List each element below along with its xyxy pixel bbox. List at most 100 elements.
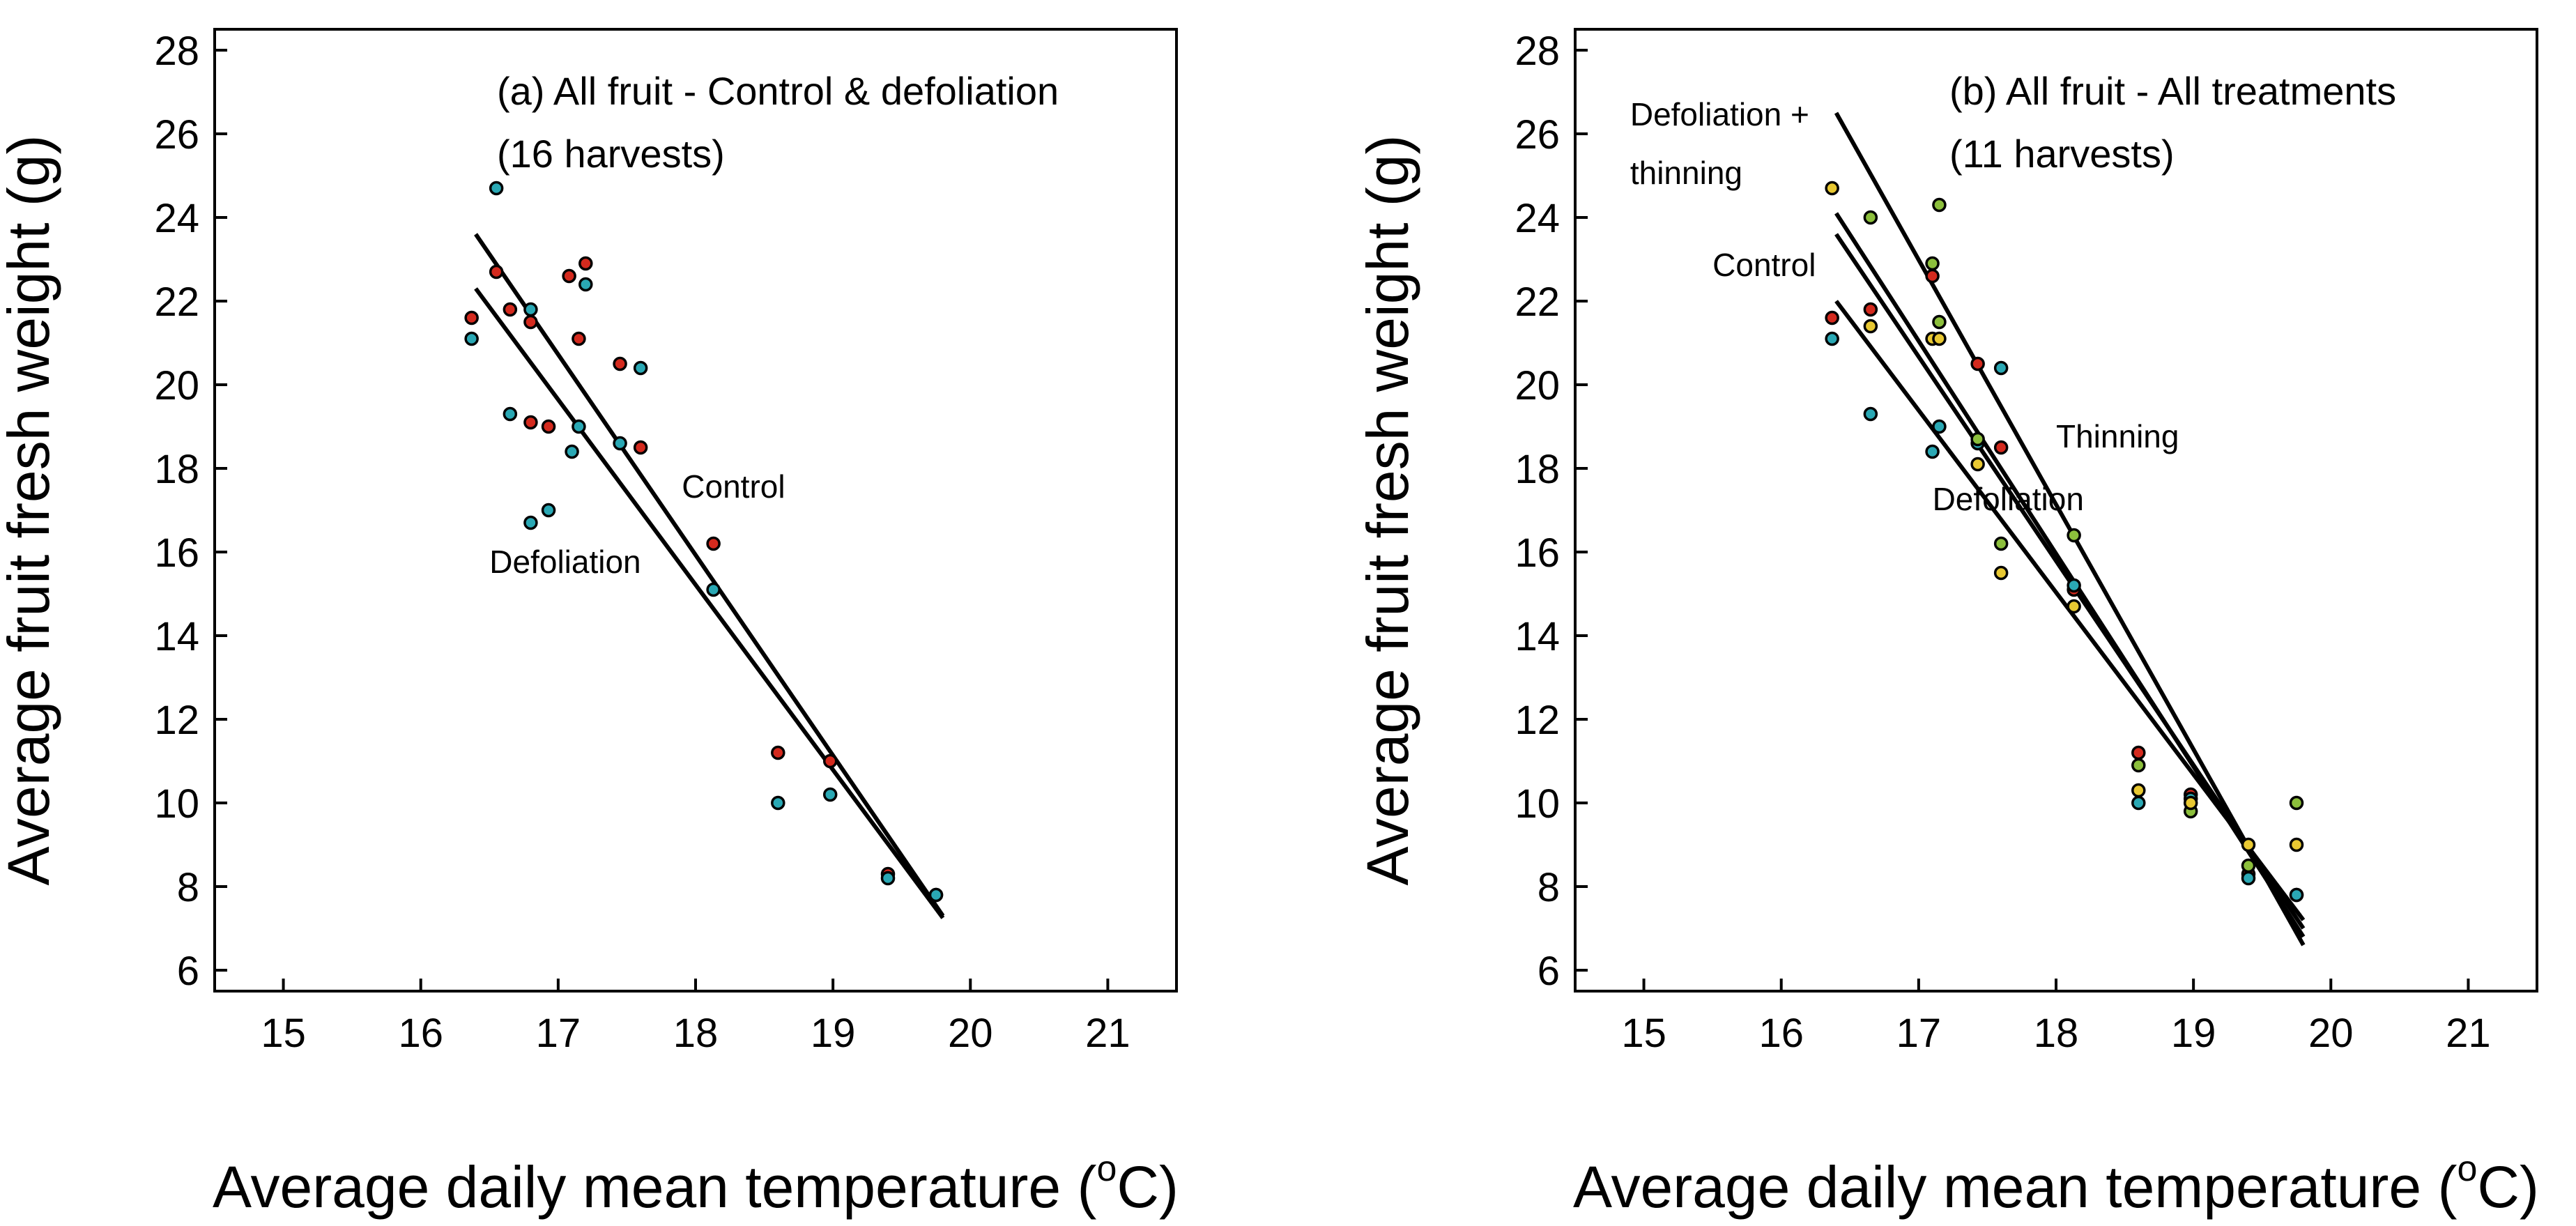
chart-title: (a) All fruit - Control & defoliation: [497, 69, 1059, 113]
data-point: [1863, 319, 1878, 334]
y-tick-label: 28: [154, 29, 199, 74]
x-tick-label: 18: [673, 1011, 719, 1056]
y-tick-label: 6: [1538, 949, 1560, 994]
annotation-label: thinning: [1630, 155, 1742, 191]
fit-line-defoliation: [474, 287, 945, 919]
annotation-label: Defoliation: [489, 544, 641, 580]
data-point: [562, 268, 576, 284]
series-control: [464, 256, 944, 903]
data-point: [2131, 795, 2146, 811]
annotation-label: Defoliation: [1933, 481, 2084, 517]
y-tick-label: 20: [1515, 363, 1560, 408]
data-point: [1825, 310, 1839, 325]
x-axis-title-unit: C): [1117, 1154, 1179, 1220]
annotation-label: Control: [1712, 247, 1816, 283]
data-point: [489, 264, 504, 279]
data-point: [489, 181, 504, 196]
data-point: [503, 406, 518, 422]
y-tick-label: 10: [154, 781, 199, 827]
x-tick-label: 18: [2034, 1011, 2079, 1056]
data-point: [771, 745, 785, 760]
data-point: [2241, 871, 2256, 886]
data-point: [2289, 795, 2304, 811]
y-tick-label: 6: [177, 949, 199, 994]
y-tick-label: 22: [1515, 279, 1560, 325]
annotation-label: Control: [682, 468, 785, 505]
data-point: [2241, 837, 2256, 852]
data-point: [2067, 599, 2081, 614]
data-point: [1932, 331, 1947, 346]
data-point: [578, 256, 593, 271]
data-point: [1825, 331, 1839, 346]
y-tick-label: 22: [154, 279, 199, 325]
series-thinning: [1863, 197, 2304, 873]
data-point: [523, 515, 538, 530]
annotation-label: Thinning: [2056, 418, 2179, 454]
x-tick-label: 17: [1896, 1011, 1942, 1056]
data-point: [1970, 431, 1985, 447]
data-point: [613, 436, 627, 451]
data-point: [1970, 356, 1985, 371]
data-point: [1932, 419, 1947, 434]
data-point: [464, 331, 479, 346]
data-point: [2241, 858, 2256, 873]
y-tick-label: 14: [154, 614, 199, 659]
data-point: [541, 503, 556, 518]
x-tick-label: 19: [2171, 1011, 2216, 1056]
data-point: [523, 302, 538, 317]
x-tick-label: 20: [948, 1011, 993, 1056]
data-point: [1825, 181, 1839, 196]
y-axis-title: Average fruit fresh weight (g): [1355, 135, 1420, 886]
y-tick-label: 16: [1515, 530, 1560, 576]
x-tick-label: 19: [811, 1011, 856, 1056]
data-point: [613, 356, 627, 371]
fit-line-thinning: [1834, 212, 2306, 938]
data-point: [2067, 578, 2081, 593]
data-point: [2289, 887, 2304, 903]
data-point: [822, 787, 838, 802]
data-point: [2289, 837, 2304, 852]
data-point: [1993, 565, 2009, 581]
fit-line-defoliation-thinning: [1834, 112, 2306, 947]
data-point: [2067, 528, 2081, 543]
data-point: [633, 440, 648, 455]
x-tick-label: 15: [261, 1011, 306, 1056]
y-axis-title: Average fruit fresh weight (g): [0, 135, 61, 886]
data-point: [1970, 457, 1985, 472]
series-control: [1825, 268, 2304, 903]
data-point: [523, 314, 538, 330]
x-tick-label: 20: [2308, 1011, 2354, 1056]
data-point: [572, 419, 586, 434]
panel-a: 15 16 17 18 19 20 21 6 8 10 12 14 16 18 20 22 24 26 28 Aver…: [0, 28, 1179, 1220]
data-point: [523, 415, 538, 430]
data-point: [771, 795, 785, 811]
chart-subtitle: (16 harvests): [497, 132, 725, 176]
data-point: [706, 582, 721, 597]
x-axis-title-main: Average daily mean temperature (: [213, 1154, 1096, 1220]
data-point: [1993, 440, 2009, 455]
data-point: [2183, 795, 2198, 811]
y-tick-label: 20: [154, 363, 199, 408]
data-point: [578, 277, 593, 292]
x-axis-title-degree: o: [2457, 1149, 2477, 1189]
y-tick-label: 12: [1515, 698, 1560, 743]
data-point: [541, 419, 556, 434]
data-point: [633, 360, 648, 376]
y-tick-label: 18: [154, 447, 199, 492]
x-axis-title: Average daily mean temperature (oC): [1573, 1149, 2539, 1220]
data-point: [565, 444, 579, 459]
y-tick-label: 8: [177, 865, 199, 910]
y-tick-label: 18: [1515, 447, 1560, 492]
x-tick-label: 16: [1758, 1011, 1804, 1056]
y-tick-label: 26: [154, 112, 199, 158]
data-point: [2131, 745, 2146, 760]
data-point: [1925, 256, 1940, 271]
panel-b: 15 16 17 18 19 20 21 6 8 10 12 14 16 18 20 22 24 26 28 Aver…: [1355, 28, 2539, 1220]
data-point: [1932, 197, 1947, 213]
y-tick-label: 28: [1515, 29, 1560, 74]
y-tick-label: 14: [1515, 614, 1560, 659]
data-point: [572, 331, 586, 346]
y-tick-label: 8: [1538, 865, 1560, 910]
x-tick-label: 15: [1621, 1011, 1666, 1056]
